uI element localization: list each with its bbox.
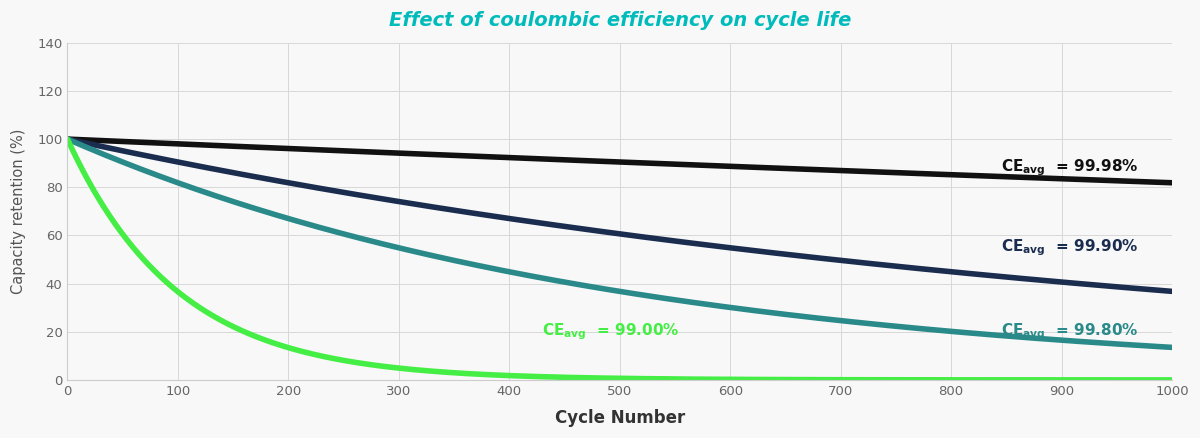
Text: $\mathbf{CE_{avg}}$  = 99.90%: $\mathbf{CE_{avg}}$ = 99.90% xyxy=(1001,237,1139,258)
Text: $\mathbf{CE_{avg}}$  = 99.80%: $\mathbf{CE_{avg}}$ = 99.80% xyxy=(1001,321,1139,342)
Y-axis label: Capacity retention (%): Capacity retention (%) xyxy=(11,129,26,294)
X-axis label: Cycle Number: Cycle Number xyxy=(554,409,685,427)
Text: $\mathbf{CE_{avg}}$  = 99.98%: $\mathbf{CE_{avg}}$ = 99.98% xyxy=(1001,158,1139,178)
Text: $\mathbf{CE_{avg}}$  = 99.00%: $\mathbf{CE_{avg}}$ = 99.00% xyxy=(542,321,680,342)
Title: Effect of coulombic efficiency on cycle life: Effect of coulombic efficiency on cycle … xyxy=(389,11,851,30)
